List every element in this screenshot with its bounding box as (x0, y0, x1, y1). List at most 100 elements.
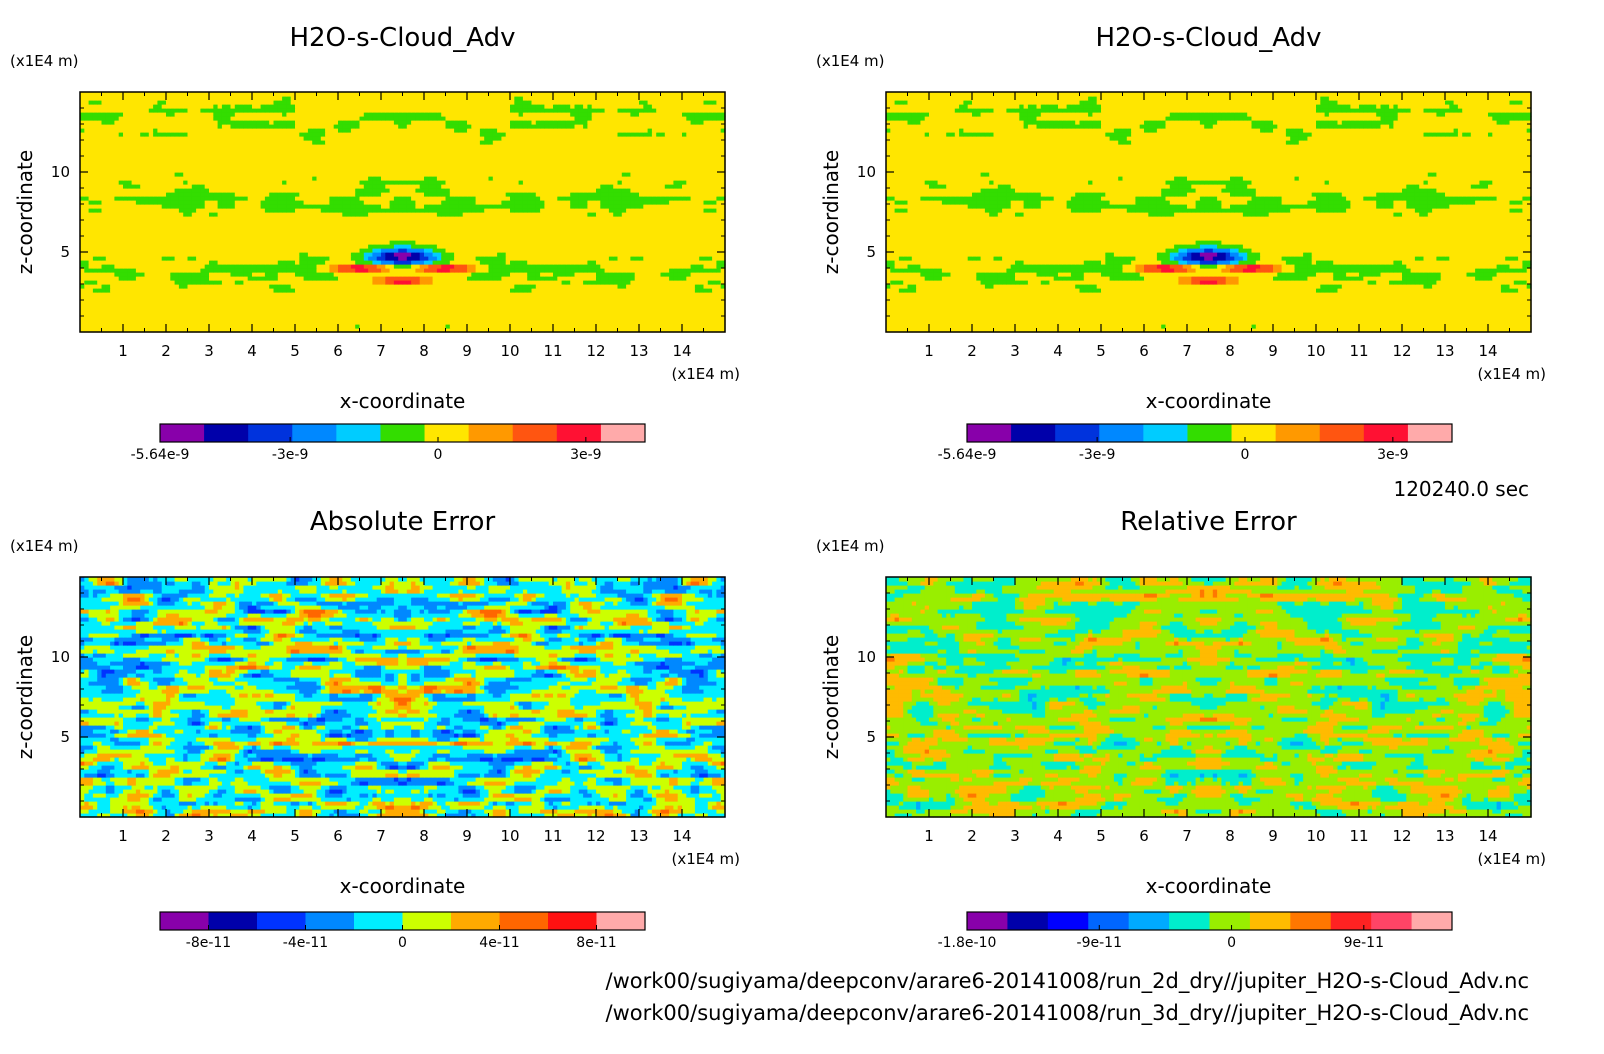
heatmap-cell (350, 220, 356, 225)
heatmap-cell (131, 216, 137, 221)
heatmap-cell (445, 272, 451, 277)
heatmap-cell (522, 268, 528, 273)
heatmap-cell (574, 272, 580, 277)
heatmap-cell (200, 264, 206, 269)
heatmap-cell (260, 264, 266, 269)
heatmap-cell (604, 232, 610, 237)
heatmap-cell (510, 272, 515, 277)
heatmap-cell (540, 216, 545, 221)
heatmap-cell (591, 232, 597, 237)
heatmap-cell (643, 248, 649, 253)
heatmap-cell (527, 240, 533, 245)
heatmap-cell (656, 264, 662, 269)
heatmap-cell (260, 196, 266, 201)
heatmap-cell (664, 244, 670, 249)
heatmap-cell (600, 204, 606, 209)
heatmap-cell (350, 308, 356, 313)
heatmap-cell (634, 268, 640, 273)
heatmap-cell (256, 292, 262, 297)
heatmap-cell (398, 248, 404, 253)
heatmap-cell (707, 256, 713, 261)
heatmap-cell (144, 268, 150, 273)
heatmap-cell (277, 220, 283, 225)
heatmap-cell (462, 256, 468, 261)
heatmap-cell (501, 312, 507, 317)
heatmap-cell (204, 252, 210, 257)
heatmap-cell (295, 268, 300, 273)
heatmap-cell (686, 300, 692, 305)
heatmap-cell (338, 260, 343, 265)
heatmap-cell (583, 308, 588, 313)
heatmap-cell (174, 228, 180, 233)
heatmap-cell (591, 204, 597, 209)
heatmap-cell (144, 264, 150, 269)
heatmap-cell (406, 224, 412, 229)
heatmap-cell (458, 200, 464, 205)
heatmap-cell (381, 228, 386, 233)
heatmap-cell (350, 212, 356, 217)
heatmap-cell (677, 240, 683, 245)
heatmap-cell (432, 292, 438, 297)
heatmap-cell (690, 288, 696, 293)
heatmap-cell (497, 240, 502, 245)
heatmap-cell (617, 280, 623, 285)
heatmap-cell (234, 268, 240, 273)
heatmap-cell (299, 224, 305, 229)
heatmap-cell (479, 276, 485, 281)
heatmap-cell (424, 240, 429, 245)
heatmap-cell (80, 280, 85, 285)
heatmap-cell (393, 308, 399, 313)
heatmap-cell (639, 252, 644, 257)
heatmap-cell (557, 264, 563, 269)
heatmap-cell (114, 296, 120, 301)
heatmap-cell (411, 292, 416, 297)
heatmap-cell (295, 296, 300, 301)
heatmap-cell (600, 260, 606, 265)
heatmap-cell (682, 236, 687, 241)
heatmap-cell (178, 236, 184, 241)
heatmap-cell (273, 268, 279, 273)
heatmap-cell (204, 196, 210, 201)
heatmap-cell (157, 220, 163, 225)
heatmap-cell (621, 248, 627, 253)
heatmap-cell (333, 228, 339, 233)
heatmap-cell (204, 316, 210, 321)
heatmap-cell (303, 300, 309, 305)
heatmap-cell (479, 244, 485, 249)
y-unit-label: (x1E4 m) (10, 52, 79, 70)
heatmap-cell (178, 252, 184, 257)
heatmap-cell (553, 264, 558, 269)
heatmap-cell (617, 320, 623, 325)
heatmap-cell (114, 328, 120, 333)
heatmap-cell (118, 308, 124, 313)
heatmap-cell (230, 200, 236, 205)
heatmap-cell (325, 236, 330, 241)
heatmap-cell (234, 224, 240, 229)
heatmap-cell (148, 196, 154, 201)
heatmap-cell (647, 284, 653, 289)
heatmap-cell (381, 216, 386, 221)
heatmap-cell (690, 240, 696, 245)
heatmap-cell (557, 232, 563, 237)
heatmap-cell (144, 224, 150, 229)
heatmap-cell (398, 296, 404, 301)
heatmap-cell (368, 280, 373, 285)
heatmap-cell (243, 244, 249, 249)
heatmap-cell (475, 220, 481, 225)
heatmap-cell (204, 276, 210, 281)
heatmap-cell (432, 316, 438, 321)
heatmap-cell (174, 256, 180, 261)
heatmap-cell (540, 292, 545, 297)
heatmap-cell (458, 280, 464, 285)
heatmap-cell (226, 208, 232, 213)
heatmap-cell (239, 260, 244, 265)
heatmap-cell (613, 232, 619, 237)
heatmap-cell (531, 304, 537, 309)
heatmap-cell (187, 252, 193, 257)
heatmap-cell (514, 228, 520, 233)
heatmap-cell (479, 200, 485, 205)
heatmap-cell (578, 284, 584, 289)
heatmap-cell (617, 288, 623, 293)
heatmap-cell (333, 316, 339, 321)
heatmap-cell (634, 316, 640, 321)
